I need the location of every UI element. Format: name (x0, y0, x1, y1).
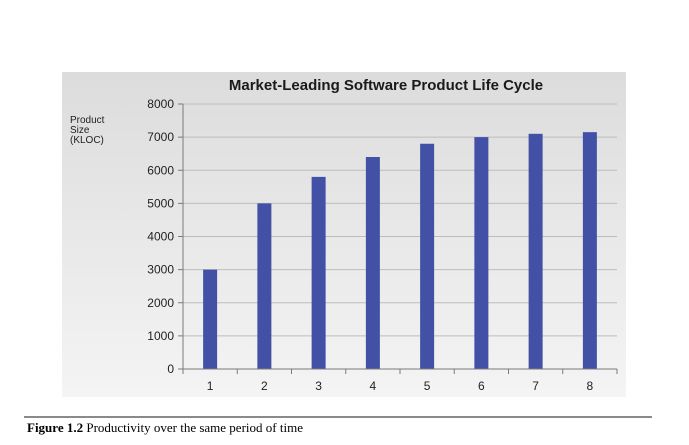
bar (528, 133, 543, 369)
x-tick-label: 5 (424, 379, 431, 393)
chart-title: Market-Leading Software Product Life Cyc… (229, 77, 543, 94)
y-tick-label: 3000 (147, 263, 174, 277)
bar (582, 132, 597, 369)
x-tick-label: 4 (370, 379, 377, 393)
y-axis-title-line: Size (70, 125, 90, 136)
x-tick-label: 6 (478, 379, 485, 393)
bar (365, 157, 380, 369)
y-tick-label: 2000 (147, 296, 174, 310)
y-axis-title: Product Size (KLOC) (70, 116, 104, 146)
x-tick-label: 8 (587, 379, 594, 393)
bars (203, 132, 597, 369)
y-tick-label: 0 (167, 362, 174, 376)
y-tick-label: 4000 (147, 230, 174, 244)
bar (420, 143, 435, 369)
y-tick-label: 8000 (147, 97, 174, 111)
x-tick-label: 3 (315, 379, 322, 393)
y-axis-title-line: Product (70, 115, 105, 126)
x-tick-labels: 1 2 3 4 5 6 7 8 (207, 379, 594, 393)
x-tick-label: 2 (261, 379, 268, 393)
gridlines (178, 103, 617, 370)
y-tick-label: 7000 (147, 130, 174, 144)
bar (257, 203, 272, 369)
y-tick-label: 6000 (147, 163, 174, 177)
bar (311, 176, 326, 369)
bar (474, 137, 489, 369)
caption-rule (24, 416, 652, 418)
caption-label: Figure 1.2 (27, 420, 84, 435)
x-tick-label: 7 (532, 379, 539, 393)
caption-text: Productivity over the same period of tim… (83, 420, 303, 435)
y-tick-label: 5000 (147, 196, 174, 210)
y-tick-label: 1000 (147, 329, 174, 343)
figure-caption: Figure 1.2 Productivity over the same pe… (27, 420, 303, 436)
y-axis-title-line: (KLOC) (70, 135, 104, 146)
x-tick-label: 1 (207, 379, 214, 393)
bar (203, 269, 218, 369)
y-tick-labels: 0 1000 2000 3000 4000 5000 6000 7000 8000 (147, 97, 174, 376)
axes (182, 104, 618, 374)
